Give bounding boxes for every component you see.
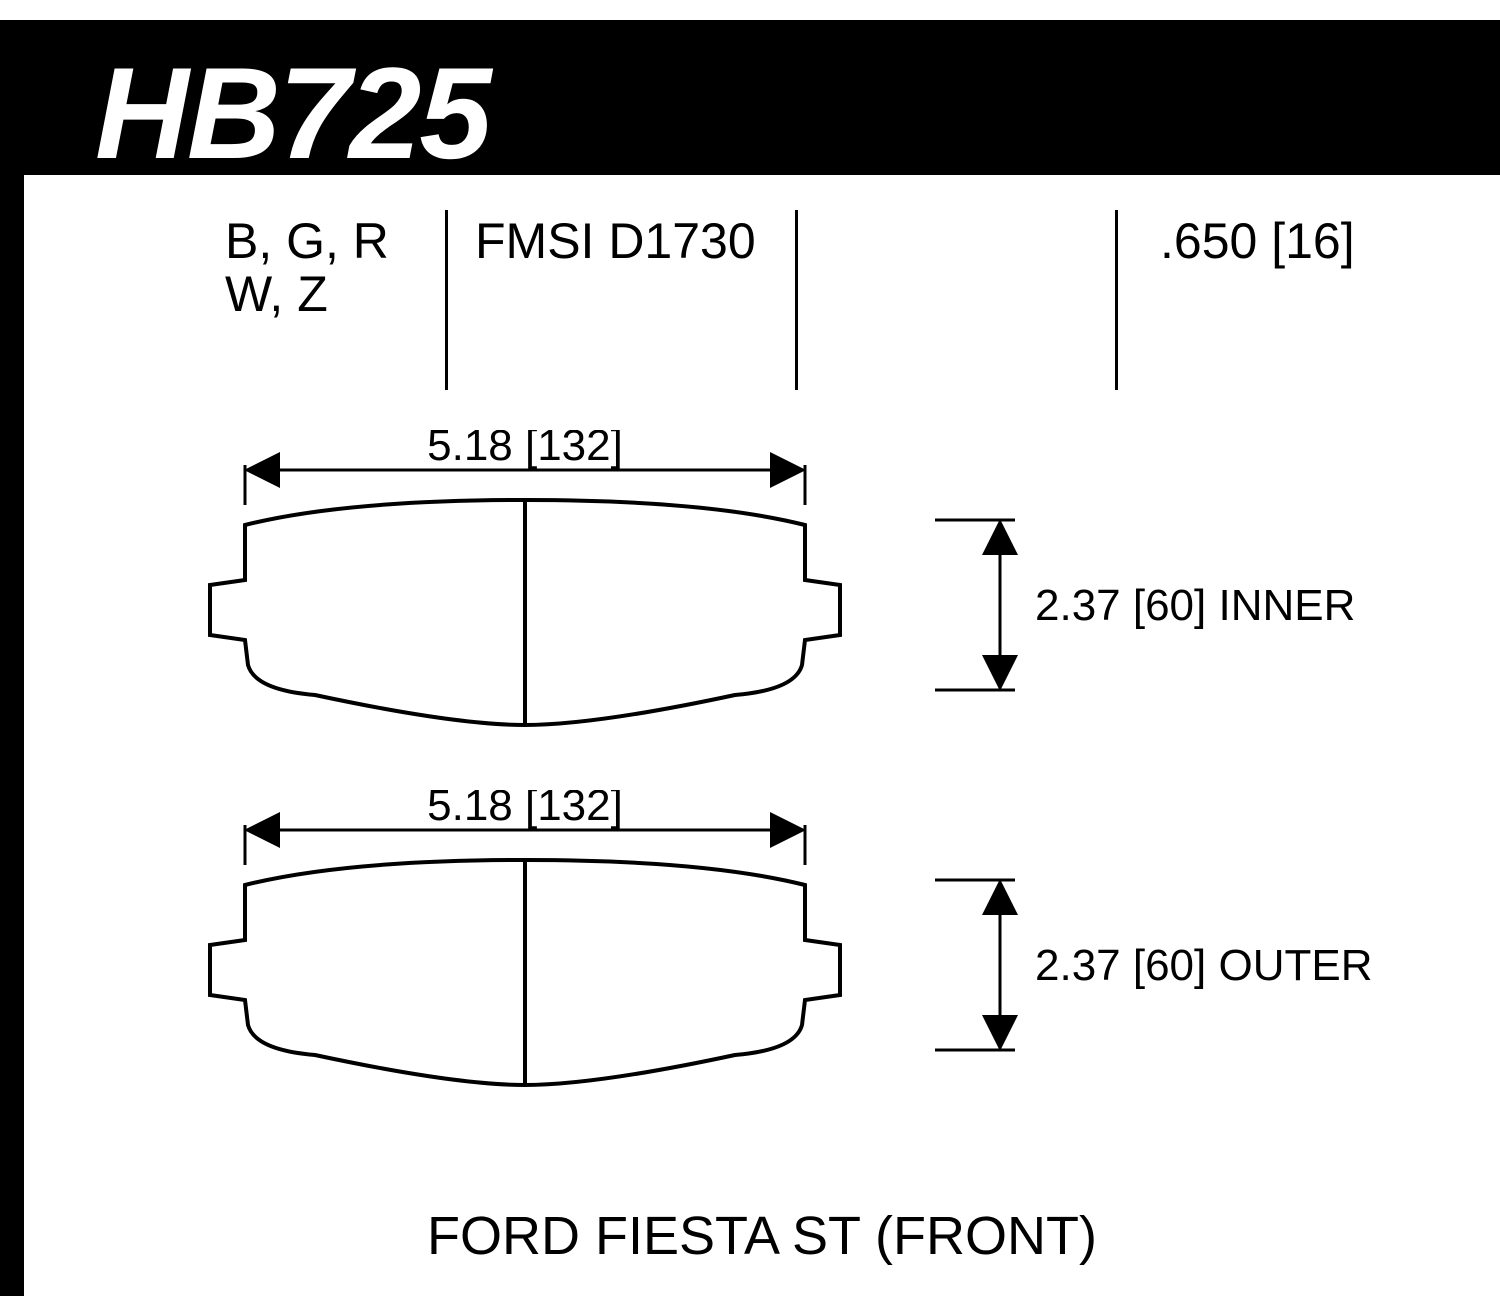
spec-thickness: .650 [16] [1160,215,1355,268]
inner-pad-diagram: 5.18 [132] 2.37 [60] INNER [95,430,1395,750]
divider-1 [445,210,448,390]
outer-pad-diagram: 5.18 [132] 2.37 [60] OUTER [95,790,1395,1110]
side-band [0,175,24,1296]
part-number: HB725 [95,38,490,188]
spec-compounds-line1: B, G, R [225,213,389,269]
footer-application: FORD FIESTA ST (FRONT) [24,1205,1500,1267]
outer-width-label: 5.18 [132] [427,790,623,830]
header-band: HB725 [0,20,1500,175]
spec-compounds: B, G, R W, Z [225,215,389,320]
inner-height-label: 2.37 [60] INNER [1035,581,1355,630]
divider-2 [795,210,798,390]
spec-compounds-line2: W, Z [225,266,328,322]
outer-pad-svg: 5.18 [132] 2.37 [60] OUTER [95,790,1395,1110]
spec-fmsi: FMSI D1730 [475,215,756,268]
page: HB725 B, G, R W, Z FMSI D1730 .650 [16] [0,0,1500,1296]
outer-height-label: 2.37 [60] OUTER [1035,941,1372,990]
divider-3 [1115,210,1118,390]
inner-width-label: 5.18 [132] [427,430,623,470]
inner-pad-svg: 5.18 [132] 2.37 [60] INNER [95,430,1395,750]
